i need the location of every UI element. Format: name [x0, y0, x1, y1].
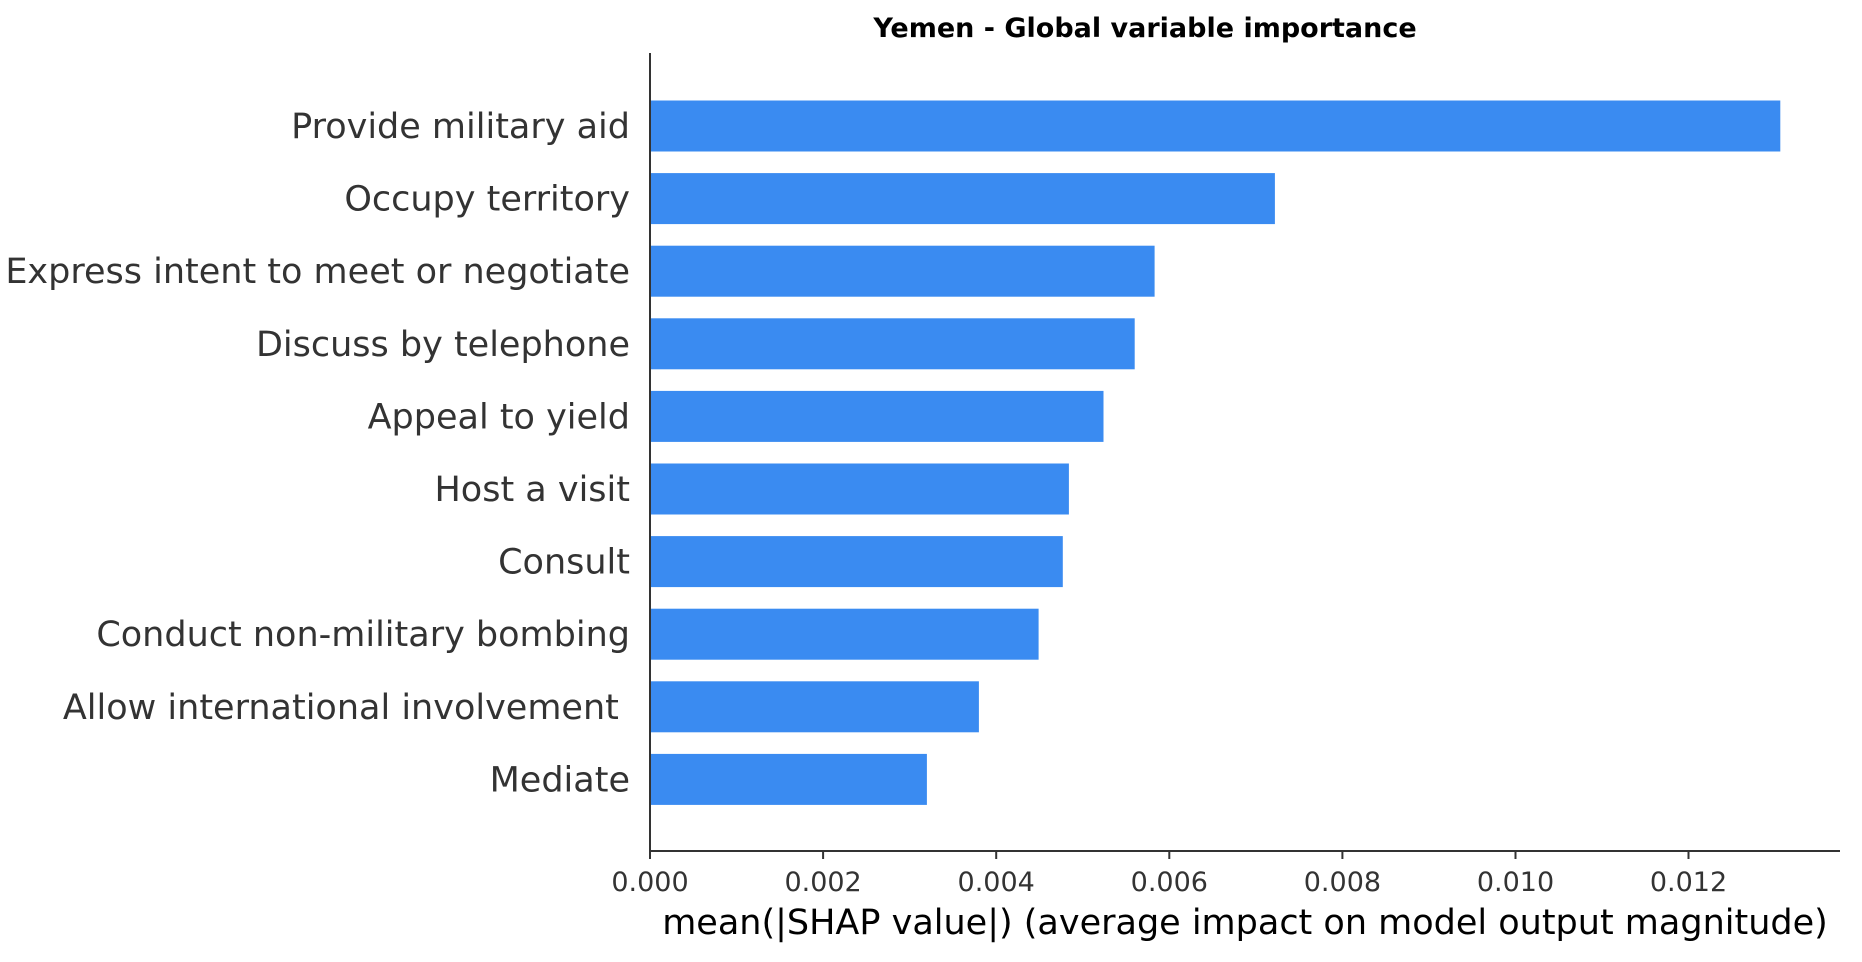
x-tick-label: 0.010 [1477, 867, 1554, 898]
bar [650, 463, 1069, 515]
bar [650, 681, 979, 733]
bar [650, 390, 1104, 442]
bar [650, 245, 1155, 297]
y-tick-label: Occupy territory [344, 180, 630, 220]
y-tick-label: Appeal to yield [368, 397, 630, 437]
bar [650, 608, 1039, 660]
bar [650, 318, 1135, 370]
bar [650, 536, 1063, 588]
x-ticks: 0.000 0.002 0.004 0.006 0.008 0.010 0.012 [611, 851, 1727, 898]
chart-title: Yemen - Global variable importance [872, 13, 1416, 44]
y-tick-label: Host a visit [434, 470, 630, 510]
y-tick-label: Mediate [490, 760, 630, 800]
y-tick-label: Provide military aid [291, 107, 630, 147]
x-tick-label: 0.006 [1131, 867, 1208, 898]
y-tick-label: Conduct non-military bombing [96, 615, 630, 655]
bar [650, 753, 927, 805]
x-tick-label: 0.004 [958, 867, 1035, 898]
bars-group [650, 100, 1781, 805]
y-tick-label: Allow international involvement [63, 688, 630, 728]
x-tick-label: 0.012 [1650, 867, 1727, 898]
y-tick-label: Discuss by telephone [256, 325, 630, 365]
y-tick-labels: Provide military aid Occupy territory Expr… [5, 107, 630, 800]
x-tick-label: 0.008 [1304, 867, 1381, 898]
x-tick-label: 0.002 [784, 867, 861, 898]
y-tick-label: Consult [498, 543, 630, 583]
bar [650, 100, 1781, 152]
x-tick-label: 0.000 [611, 867, 688, 898]
bar [650, 173, 1275, 225]
x-axis-label: mean(|SHAP value|) (average impact on mo… [662, 903, 1828, 943]
y-tick-label: Express intent to meet or negotiate [5, 252, 630, 292]
